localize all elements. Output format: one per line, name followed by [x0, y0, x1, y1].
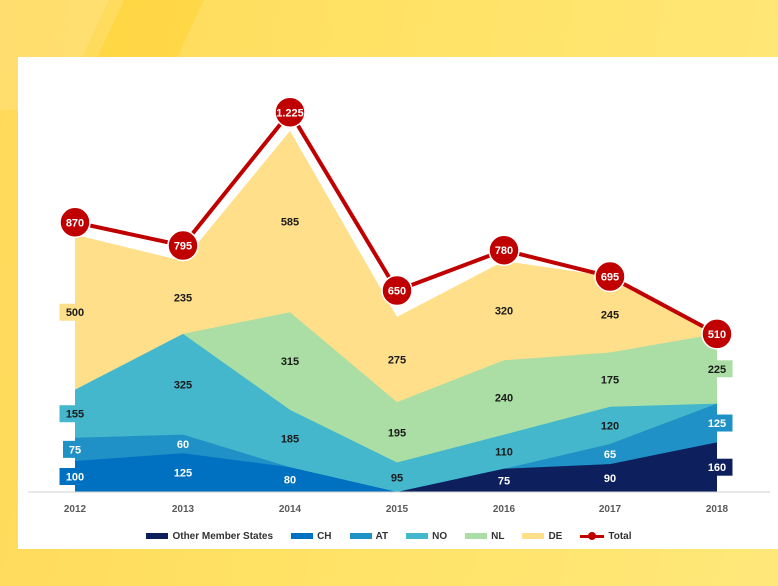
legend-item-other-member-states: Other Member States: [146, 531, 273, 542]
x-tick-label: 2016: [493, 504, 516, 515]
data-label-box: [63, 440, 87, 458]
data-label-no: 95: [391, 472, 403, 484]
data-label-no: 120: [601, 420, 619, 432]
data-label-nl: 315: [281, 356, 299, 368]
data-label-nl: 225: [708, 364, 726, 376]
legend-swatch: [580, 531, 605, 540]
legend-swatch: [465, 533, 488, 539]
data-label-de: 500: [66, 307, 84, 319]
data-label-nl: 240: [495, 392, 513, 404]
data-label-ch: 125: [174, 468, 192, 480]
total-label: 780: [495, 245, 513, 257]
legend-item-ch: CH: [291, 530, 332, 542]
legend-item-at: AT: [349, 530, 389, 542]
data-label-no: 325: [174, 379, 192, 391]
total-marker: [167, 229, 199, 262]
total-marker: [59, 206, 91, 239]
total-label: 1.225: [276, 107, 304, 119]
legend-swatch: [291, 533, 314, 539]
total-label: 795: [174, 241, 192, 253]
data-label-box: [701, 360, 733, 378]
total-label: 695: [601, 272, 619, 284]
legend-label: CH: [317, 530, 332, 542]
legend-item-de: DE: [522, 531, 562, 542]
x-tick-label: 2015: [386, 504, 409, 515]
legend-swatch: [349, 533, 372, 539]
total-label: 510: [708, 329, 726, 341]
x-tick-label: 2012: [64, 504, 87, 515]
data-label-de: 275: [388, 354, 406, 366]
data-label-no: 110: [495, 447, 513, 459]
legend-label: Other Member States: [172, 530, 274, 542]
data-label-nl: 175: [601, 375, 619, 387]
data-label-no: 155: [66, 409, 84, 421]
data-label-other-member-states: 90: [604, 473, 616, 485]
total-marker: [488, 234, 520, 266]
legend-label: NO: [432, 530, 448, 542]
data-label-de: 235: [174, 292, 192, 304]
total-marker: [274, 96, 306, 128]
total-marker: [594, 260, 626, 293]
data-label-box: [59, 468, 91, 485]
total-marker: [701, 318, 733, 350]
data-label-de: 585: [281, 217, 299, 229]
data-label-de: 245: [601, 310, 619, 322]
legend-label: AT: [375, 530, 389, 542]
data-label-no: 185: [281, 434, 299, 446]
legend: Other Member States CH AT NO NL DE Total: [0, 528, 778, 544]
data-label-at: 125: [708, 418, 726, 430]
data-label-box: [59, 405, 91, 423]
data-label-nl: 195: [388, 427, 406, 439]
x-tick-label: 2017: [599, 504, 622, 515]
total-label: 870: [66, 217, 84, 229]
data-label-other-member-states: 160: [708, 462, 726, 474]
x-tick-label: 2013: [172, 504, 195, 515]
x-tick-label: 2018: [706, 504, 729, 515]
legend-label: DE: [548, 530, 563, 542]
area-other-member-states: [75, 442, 717, 492]
legend-item-nl: NL: [465, 531, 504, 542]
legend-label: Total: [608, 530, 632, 542]
data-label-at: 65: [604, 449, 616, 461]
data-label-box: [701, 458, 733, 476]
data-label-box: [701, 414, 733, 432]
legend-swatch: [522, 533, 545, 539]
total-marker: [381, 274, 413, 307]
legend-item-total: Total: [580, 530, 632, 542]
data-label-ch: 80: [284, 475, 296, 487]
data-label-other-member-states: 75: [498, 475, 510, 487]
legend-swatch: [406, 533, 429, 539]
data-label-ch: 100: [66, 472, 84, 484]
legend-label: NL: [491, 530, 505, 542]
data-label-de: 320: [495, 306, 513, 318]
x-tick-label: 2014: [279, 504, 302, 515]
legend-swatch: [146, 533, 169, 539]
data-label-at: 75: [69, 444, 81, 456]
data-label-at: 60: [177, 439, 189, 451]
total-label: 650: [388, 286, 406, 298]
legend-item-no: NO: [406, 531, 447, 542]
data-label-box: [59, 303, 91, 321]
